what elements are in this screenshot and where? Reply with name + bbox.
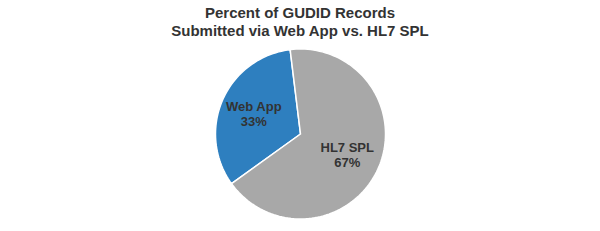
svg-text:HL7 SPL67%: HL7 SPL67% — [321, 140, 375, 170]
html-text:Percent of GUDID Records Submi: Percent of GUDID Records Submitted via W… — [171, 4, 429, 39]
svg-text:Web App33%: Web App33% — [226, 99, 282, 129]
